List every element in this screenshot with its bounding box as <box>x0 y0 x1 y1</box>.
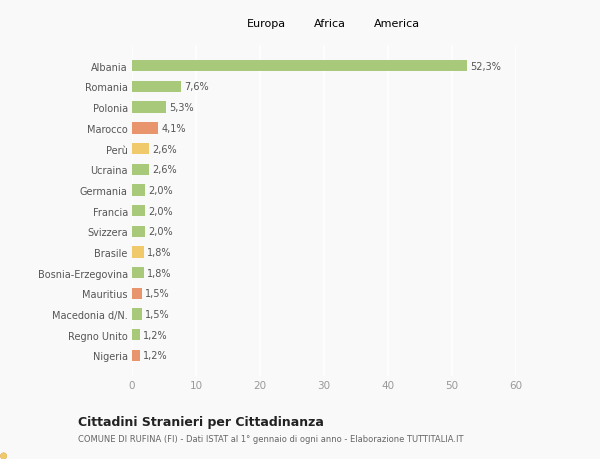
Bar <box>132 226 145 237</box>
Bar <box>132 330 140 341</box>
Bar <box>132 309 142 320</box>
Text: 2,0%: 2,0% <box>148 206 173 216</box>
Bar <box>132 247 143 258</box>
Bar <box>132 206 145 217</box>
Text: 7,6%: 7,6% <box>184 82 208 92</box>
Text: 4,1%: 4,1% <box>161 123 186 134</box>
Bar <box>132 288 142 299</box>
Bar <box>132 144 149 155</box>
Text: 1,8%: 1,8% <box>147 268 171 278</box>
Bar <box>132 185 145 196</box>
Text: 2,6%: 2,6% <box>152 144 176 154</box>
Bar <box>132 268 143 279</box>
Text: 5,3%: 5,3% <box>169 103 194 113</box>
Legend: Europa, Africa, America: Europa, Africa, America <box>228 18 420 29</box>
Text: 1,5%: 1,5% <box>145 289 169 299</box>
Bar <box>132 102 166 113</box>
Text: Cittadini Stranieri per Cittadinanza: Cittadini Stranieri per Cittadinanza <box>78 415 324 428</box>
Text: 1,2%: 1,2% <box>143 330 167 340</box>
Text: 2,0%: 2,0% <box>148 185 173 196</box>
Bar <box>132 61 467 72</box>
Bar <box>132 164 149 175</box>
Text: COMUNE DI RUFINA (FI) - Dati ISTAT al 1° gennaio di ogni anno - Elaborazione TUT: COMUNE DI RUFINA (FI) - Dati ISTAT al 1°… <box>78 434 464 443</box>
Text: 1,2%: 1,2% <box>143 351 167 361</box>
Text: 52,3%: 52,3% <box>470 62 501 72</box>
Bar <box>132 123 158 134</box>
Text: 2,0%: 2,0% <box>148 227 173 237</box>
Text: 2,6%: 2,6% <box>152 165 176 175</box>
Bar <box>132 82 181 93</box>
Text: 1,8%: 1,8% <box>147 247 171 257</box>
Text: 1,5%: 1,5% <box>145 309 169 319</box>
Bar <box>132 350 140 361</box>
